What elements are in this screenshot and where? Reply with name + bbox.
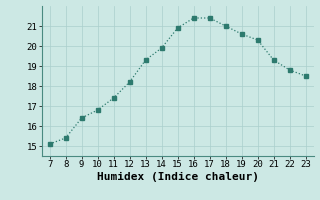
X-axis label: Humidex (Indice chaleur): Humidex (Indice chaleur) — [97, 172, 259, 182]
